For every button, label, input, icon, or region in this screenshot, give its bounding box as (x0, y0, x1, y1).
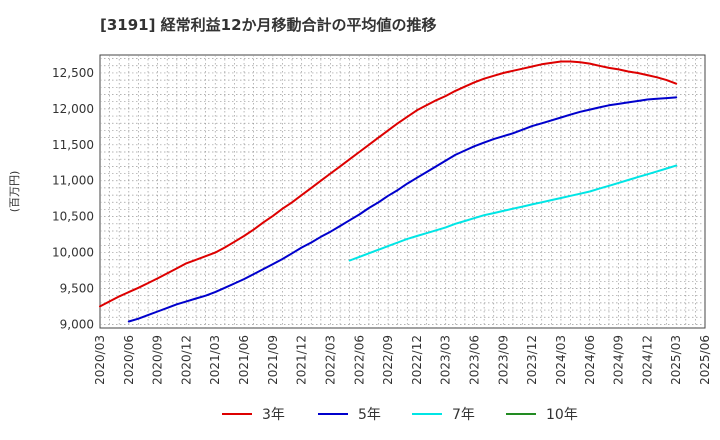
x-tick-label: 2020/09 (151, 335, 165, 385)
x-tick-label: 2022/09 (381, 335, 395, 385)
x-tick-label: 2022/03 (323, 335, 337, 385)
x-tick-label: 2024/06 (583, 335, 597, 385)
series-line-1 (99, 60, 678, 308)
x-tick-label: 2021/03 (208, 335, 222, 385)
y-axis-label: (百万円) (8, 171, 21, 213)
x-tick-label: 2023/03 (439, 335, 453, 385)
y-tick-label: 9,500 (60, 281, 94, 295)
y-tick-label: 11,000 (52, 174, 94, 188)
x-tick-label: 2025/06 (698, 335, 712, 385)
x-tick-label: 2021/09 (266, 335, 280, 385)
x-tick-label: 2022/06 (352, 335, 366, 385)
x-tick-label: 2025/03 (669, 335, 683, 385)
x-axis: 2020/03 2020/06 2020/09 2020/12 2021/03 2021/… (93, 335, 712, 385)
series-line-3 (348, 164, 678, 262)
y-tick-label: 11,500 (52, 138, 94, 152)
y-tick-label: 10,000 (52, 246, 94, 260)
y-axis: 9,000 9,500 10,000 10,500 11,000 11,500 12,000… (52, 66, 94, 331)
x-tick-label: 2021/06 (237, 335, 251, 385)
x-tick-label: 2024/12 (640, 335, 654, 385)
x-tick-label: 2023/09 (496, 335, 510, 385)
x-tick-label: 2021/12 (295, 335, 309, 385)
series-group (99, 60, 678, 323)
plot-area (99, 54, 706, 329)
x-tick-label: 2024/03 (554, 335, 568, 385)
series-line-2 (127, 96, 678, 323)
legend-label: 10年 (546, 407, 578, 423)
legend-label: 7年 (452, 407, 475, 423)
legend: 3年 5年 7年 10年 (222, 407, 578, 423)
x-tick-label: 2023/06 (468, 335, 482, 385)
y-tick-label: 12,000 (52, 102, 94, 116)
x-tick-label: 2024/09 (612, 335, 626, 385)
x-tick-label: 2020/12 (179, 335, 193, 385)
x-tick-label: 2020/06 (122, 335, 136, 385)
y-tick-label: 10,500 (52, 210, 94, 224)
x-tick-label: 2023/12 (525, 335, 539, 385)
y-tick-label: 9,000 (60, 317, 94, 331)
legend-label: 5年 (358, 407, 381, 423)
y-tick-label: 12,500 (52, 66, 94, 80)
chart-title: [3191] 経常利益12か月移動合計の平均値の推移 (100, 16, 437, 34)
legend-label: 3年 (262, 407, 285, 423)
x-tick-label: 2022/12 (410, 335, 424, 385)
x-tick-label: 2020/03 (93, 335, 107, 385)
